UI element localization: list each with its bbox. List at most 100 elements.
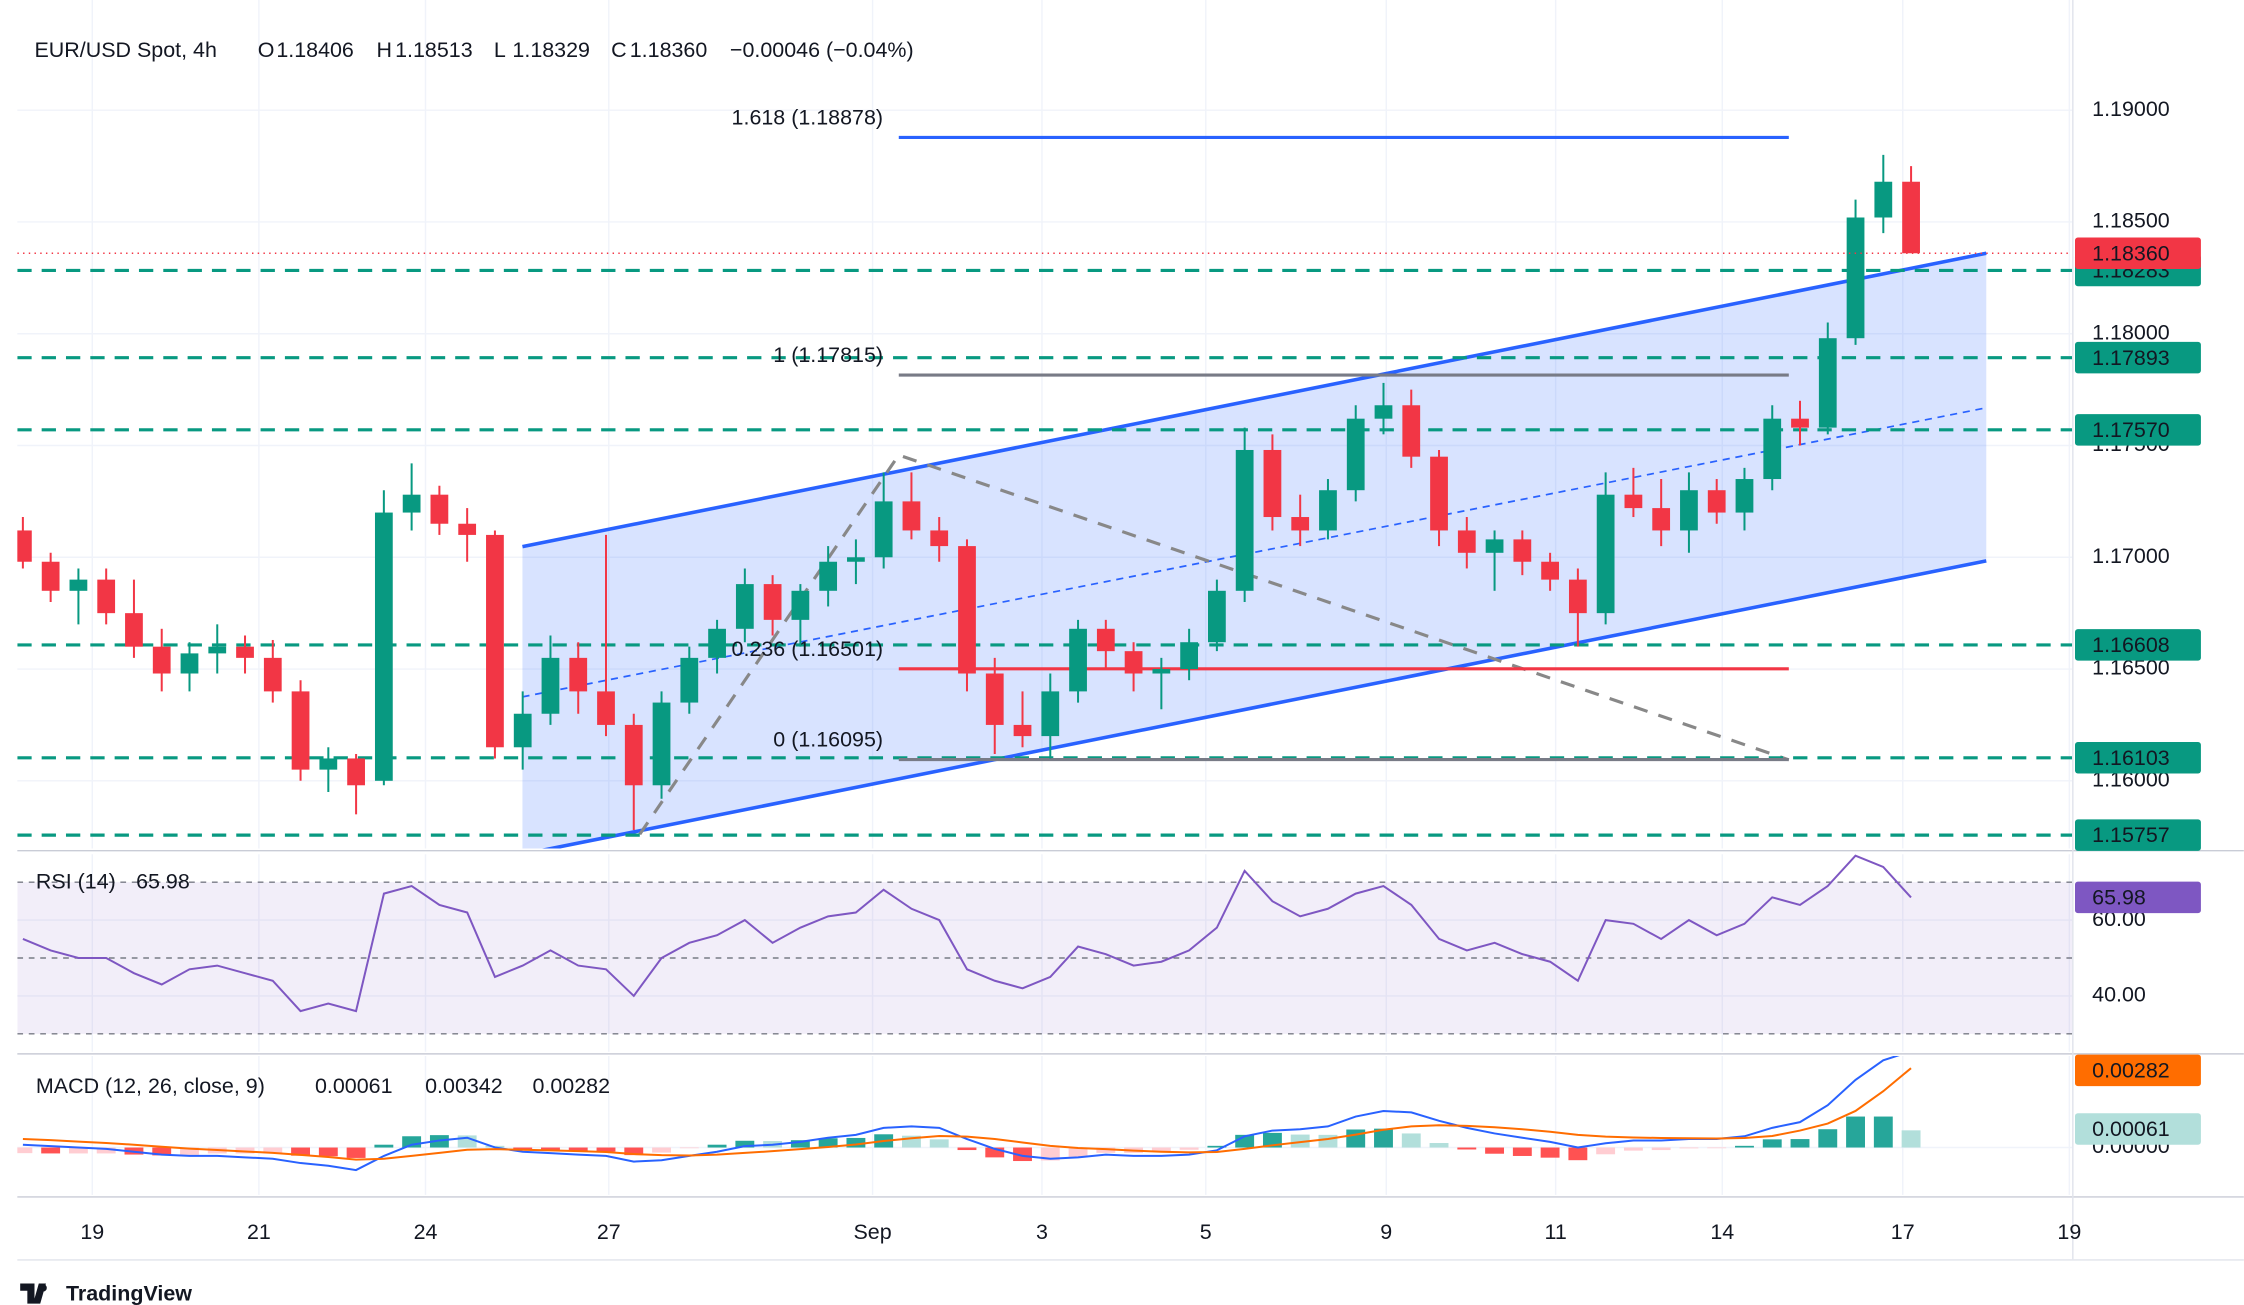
macd-histogram-bar xyxy=(652,1147,671,1153)
scale-labels: 19 21 24 27 Sep 3 5 9 11 14 17 191.160001.165001.17… xyxy=(36,38,2201,1244)
macd-histogram-bar xyxy=(1596,1147,1616,1155)
macd-histogram-bar xyxy=(1485,1147,1505,1154)
candle-body xyxy=(1235,449,1254,591)
candle-body xyxy=(735,584,754,629)
macd-histogram-bar xyxy=(346,1147,366,1158)
macd-histogram-bar xyxy=(1013,1147,1032,1162)
candle-body xyxy=(208,646,227,654)
macd-histogram-bar xyxy=(41,1147,61,1154)
candle-body xyxy=(1291,517,1310,531)
candle-body xyxy=(1041,691,1060,737)
macd-histogram-bar xyxy=(1818,1129,1838,1148)
candle-body xyxy=(1013,724,1032,737)
macd-histogram-bar xyxy=(929,1139,949,1148)
candle-body xyxy=(486,534,504,748)
candle-body xyxy=(1374,405,1393,419)
ohlc-value: 1.18360 xyxy=(630,38,708,62)
macd-histogram-bar xyxy=(596,1147,616,1152)
x-tick-label: 9 xyxy=(1380,1220,1392,1244)
candle-body xyxy=(1319,490,1337,531)
candle-body xyxy=(1735,479,1754,513)
symbol-title: EUR/USD Spot, 4h xyxy=(35,38,217,62)
candle-body xyxy=(680,657,699,703)
x-tick-label: 27 xyxy=(597,1220,621,1244)
price-label-box xyxy=(2074,629,2201,661)
channel-upper xyxy=(522,251,1987,549)
candle-body xyxy=(1513,539,1532,562)
macd-histogram-bar xyxy=(1873,1116,1893,1148)
price-label-box xyxy=(2074,414,2201,446)
macd-histogram-bar xyxy=(1318,1134,1338,1148)
candle-body xyxy=(985,673,1004,725)
fib-label: 1.618 (1.18878) xyxy=(732,106,883,130)
macd-histogram-bar xyxy=(1512,1147,1532,1156)
rsi-legend-value: 65.98 xyxy=(136,870,190,894)
candle-body xyxy=(347,758,365,786)
macd-histogram-bar xyxy=(1151,1147,1171,1152)
candle-body xyxy=(763,584,782,620)
ohlc-key: C xyxy=(611,38,627,62)
macd-histogram-bar xyxy=(374,1144,394,1148)
macd-histogram-bar xyxy=(707,1144,727,1148)
macd-histogram-bar xyxy=(1707,1147,1727,1149)
macd-histogram-bar xyxy=(180,1147,199,1155)
candle-body xyxy=(1763,418,1782,480)
rsi-band xyxy=(17,882,2073,1034)
candle-body xyxy=(1652,508,1671,531)
channel-lower xyxy=(541,559,1987,849)
price-label-box xyxy=(2074,881,2201,914)
candle-body xyxy=(180,653,199,674)
pane-title: RSI (14) xyxy=(36,870,116,894)
candle-body xyxy=(541,657,560,714)
price-label-box xyxy=(2074,819,2201,851)
candle-body xyxy=(930,530,949,547)
macd-histogram-bar xyxy=(513,1147,533,1150)
y-tick-label: 40.00 xyxy=(2092,983,2146,1007)
candle-body xyxy=(1152,669,1171,674)
candle-body xyxy=(1180,642,1199,670)
x-tick-label: 19 xyxy=(2057,1220,2081,1244)
macd-histogram-bar xyxy=(1457,1147,1477,1150)
y-tick-label: 1.19000 xyxy=(2092,97,2170,121)
brand: TradingView xyxy=(66,1282,192,1305)
price-label: 1.16608 xyxy=(2092,633,2170,657)
price-label: 1.17893 xyxy=(2092,346,2170,370)
x-tick-label: 11 xyxy=(1545,1220,1567,1244)
candle-body xyxy=(597,691,615,725)
candle-body xyxy=(708,628,726,658)
candle-body xyxy=(1596,494,1615,614)
candle-body xyxy=(152,646,171,674)
candle-body xyxy=(569,657,588,692)
price-pane: 1.618 (1.18878) 1 (1.17815) 0.236 (1.16501… xyxy=(17,106,2073,837)
macd-histogram-bar xyxy=(1762,1139,1782,1148)
y-tick-label: 1.18500 xyxy=(2092,209,2170,233)
candle-body xyxy=(17,530,32,562)
price-label-box xyxy=(2074,341,2201,374)
x-tick-label: 14 xyxy=(1710,1220,1734,1244)
macd-histogram-bar xyxy=(152,1147,172,1156)
candle-body xyxy=(902,501,921,531)
candle-body xyxy=(1485,539,1504,553)
candle-body xyxy=(41,561,60,591)
macd-histogram-bar xyxy=(96,1147,116,1154)
macd-histogram-bar xyxy=(1346,1129,1366,1148)
candle-body xyxy=(402,494,421,513)
change: −0.00046 (−0.04%) xyxy=(730,38,914,62)
macd-histogram-bar xyxy=(17,1147,33,1154)
price-label: 65.98 xyxy=(2092,886,2146,910)
price-label-box xyxy=(2074,1054,2201,1087)
macd-histogram-bar xyxy=(1540,1147,1560,1158)
candle-body xyxy=(958,546,976,674)
macd-histogram-bar xyxy=(1401,1133,1421,1148)
macd-histogram-bar xyxy=(568,1147,588,1151)
x-tick-label: 24 xyxy=(414,1220,438,1244)
drawings xyxy=(522,251,1987,849)
candle-body xyxy=(1096,628,1115,652)
y-tick-label: 1.16500 xyxy=(2092,656,2170,680)
price-label: 0.00061 xyxy=(2092,1117,2170,1141)
candle-body xyxy=(513,713,532,748)
macd-legend-value: 0.00061 xyxy=(315,1074,393,1098)
macd-histogram-bar xyxy=(1290,1134,1310,1148)
